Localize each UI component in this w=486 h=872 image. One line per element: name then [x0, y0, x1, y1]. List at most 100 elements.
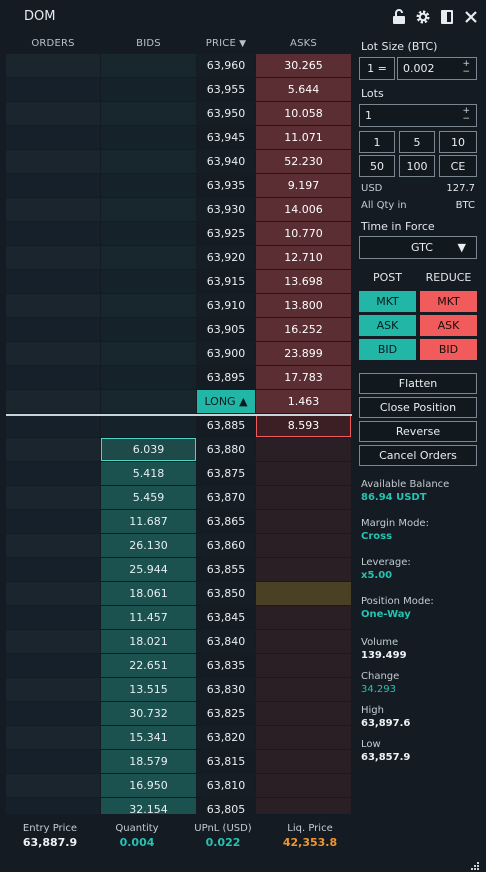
post-bid-button[interactable]: BID: [359, 339, 416, 360]
reduce-ask-button[interactable]: ASK: [420, 315, 477, 336]
bid-cell[interactable]: [101, 150, 196, 173]
orders-cell[interactable]: [6, 798, 100, 814]
orders-cell[interactable]: [6, 126, 100, 149]
orders-cell[interactable]: [6, 54, 100, 77]
ask-cell[interactable]: 10.770: [256, 222, 351, 245]
orders-cell[interactable]: [6, 606, 100, 629]
ask-cell[interactable]: 23.899: [256, 342, 351, 365]
ask-cell[interactable]: [256, 750, 351, 773]
post-mkt-button[interactable]: MKT: [359, 291, 416, 312]
ask-cell[interactable]: [256, 510, 351, 533]
ladder-row[interactable]: 63,885 8.593: [6, 414, 352, 438]
price-ladder[interactable]: 63,960 30.265 63,955 5.644 63,950 10.058 63,94…: [6, 54, 352, 814]
ladder-row[interactable]: 15.341 63,820: [6, 726, 352, 750]
ladder-row[interactable]: 13.515 63,830: [6, 678, 352, 702]
orders-cell[interactable]: [6, 678, 100, 701]
ladder-row[interactable]: 5.418 63,875: [6, 462, 352, 486]
bid-cell[interactable]: 30.732: [101, 702, 196, 725]
orders-cell[interactable]: [6, 582, 100, 605]
ask-cell[interactable]: [256, 462, 351, 485]
ladder-row[interactable]: 16.950 63,810: [6, 774, 352, 798]
ladder-row[interactable]: 63,950 10.058: [6, 102, 352, 126]
bid-cell[interactable]: [101, 222, 196, 245]
ask-cell[interactable]: 52.230: [256, 150, 351, 173]
ask-cell[interactable]: 16.252: [256, 318, 351, 341]
ladder-row[interactable]: 63,960 30.265: [6, 54, 352, 78]
ladder-row[interactable]: 63,900 23.899: [6, 342, 352, 366]
orders-cell[interactable]: [6, 654, 100, 677]
bid-cell[interactable]: [101, 174, 196, 197]
lots-stepper-icon[interactable]: + −: [462, 106, 470, 124]
reduce-bid-button[interactable]: BID: [420, 339, 477, 360]
lot-size-input[interactable]: 0.002 + −: [397, 57, 477, 80]
ask-cell[interactable]: 13.800: [256, 294, 351, 317]
orders-cell[interactable]: [6, 342, 100, 365]
orders-cell[interactable]: [6, 78, 100, 101]
ask-cell[interactable]: 1.463: [256, 390, 351, 413]
bid-cell[interactable]: 18.021: [101, 630, 196, 653]
bid-cell[interactable]: [101, 270, 196, 293]
ask-cell[interactable]: [256, 654, 351, 677]
close-position-button[interactable]: Close Position: [359, 397, 477, 418]
ladder-row[interactable]: 63,940 52.230: [6, 150, 352, 174]
lots-input[interactable]: 1 + −: [359, 104, 477, 127]
post-ask-button[interactable]: ASK: [359, 315, 416, 336]
orders-cell[interactable]: [6, 438, 100, 461]
orders-cell[interactable]: [6, 486, 100, 509]
ask-cell[interactable]: [256, 438, 351, 461]
ask-cell[interactable]: 30.265: [256, 54, 351, 77]
lot-size-stepper-icon[interactable]: + −: [462, 59, 470, 77]
ask-cell[interactable]: [256, 582, 351, 605]
bid-cell[interactable]: 16.950: [101, 774, 196, 797]
bid-cell[interactable]: 18.579: [101, 750, 196, 773]
ask-cell[interactable]: 14.006: [256, 198, 351, 221]
ladder-row[interactable]: 63,905 16.252: [6, 318, 352, 342]
orders-cell[interactable]: [6, 222, 100, 245]
ladder-row[interactable]: 63,930 14.006: [6, 198, 352, 222]
ask-cell[interactable]: [256, 798, 351, 814]
bid-cell[interactable]: [101, 390, 196, 413]
cancel-orders-button[interactable]: Cancel Orders: [359, 445, 477, 466]
ask-cell[interactable]: 9.197: [256, 174, 351, 197]
ladder-row[interactable]: 18.021 63,840: [6, 630, 352, 654]
ask-cell[interactable]: 10.058: [256, 102, 351, 125]
orders-cell[interactable]: [6, 510, 100, 533]
ladder-row[interactable]: 11.687 63,865: [6, 510, 352, 534]
orders-cell[interactable]: [6, 390, 100, 413]
orders-cell[interactable]: [6, 630, 100, 653]
ask-cell[interactable]: [256, 678, 351, 701]
bid-cell[interactable]: 25.944: [101, 558, 196, 581]
bid-cell[interactable]: [101, 78, 196, 101]
ladder-row[interactable]: 63,925 10.770: [6, 222, 352, 246]
ask-cell[interactable]: 8.593: [256, 414, 351, 437]
ask-cell[interactable]: 12.710: [256, 246, 351, 269]
bid-cell[interactable]: 11.457: [101, 606, 196, 629]
ladder-row[interactable]: 63,910 13.800: [6, 294, 352, 318]
ladder-row[interactable]: 32.154 63,805: [6, 798, 352, 814]
ladder-row[interactable]: 6.039 63,880: [6, 438, 352, 462]
bid-cell[interactable]: [101, 366, 196, 389]
time-in-force-select[interactable]: GTC ▼: [359, 236, 477, 259]
orders-cell[interactable]: [6, 150, 100, 173]
quick-lot-ce-button[interactable]: CE: [439, 155, 477, 177]
orders-cell[interactable]: [6, 102, 100, 125]
orders-cell[interactable]: [6, 462, 100, 485]
bid-cell[interactable]: 15.341: [101, 726, 196, 749]
reduce-mkt-button[interactable]: MKT: [420, 291, 477, 312]
orders-cell[interactable]: [6, 246, 100, 269]
ladder-row[interactable]: 18.579 63,815: [6, 750, 352, 774]
ask-cell[interactable]: 13.698: [256, 270, 351, 293]
resize-grip-icon[interactable]: [470, 856, 480, 870]
price-column-header[interactable]: PRICE ▼: [197, 38, 255, 52]
ask-cell[interactable]: [256, 630, 351, 653]
bid-cell[interactable]: [101, 126, 196, 149]
bid-cell[interactable]: [101, 54, 196, 77]
ladder-row[interactable]: 63,895 17.783: [6, 366, 352, 390]
lock-icon[interactable]: [390, 8, 408, 26]
bid-cell[interactable]: 18.061: [101, 582, 196, 605]
orders-cell[interactable]: [6, 270, 100, 293]
bid-cell[interactable]: [101, 294, 196, 317]
quick-lot-5-button[interactable]: 5: [399, 131, 435, 153]
bid-cell[interactable]: 6.039: [101, 438, 196, 461]
flatten-button[interactable]: Flatten: [359, 373, 477, 394]
